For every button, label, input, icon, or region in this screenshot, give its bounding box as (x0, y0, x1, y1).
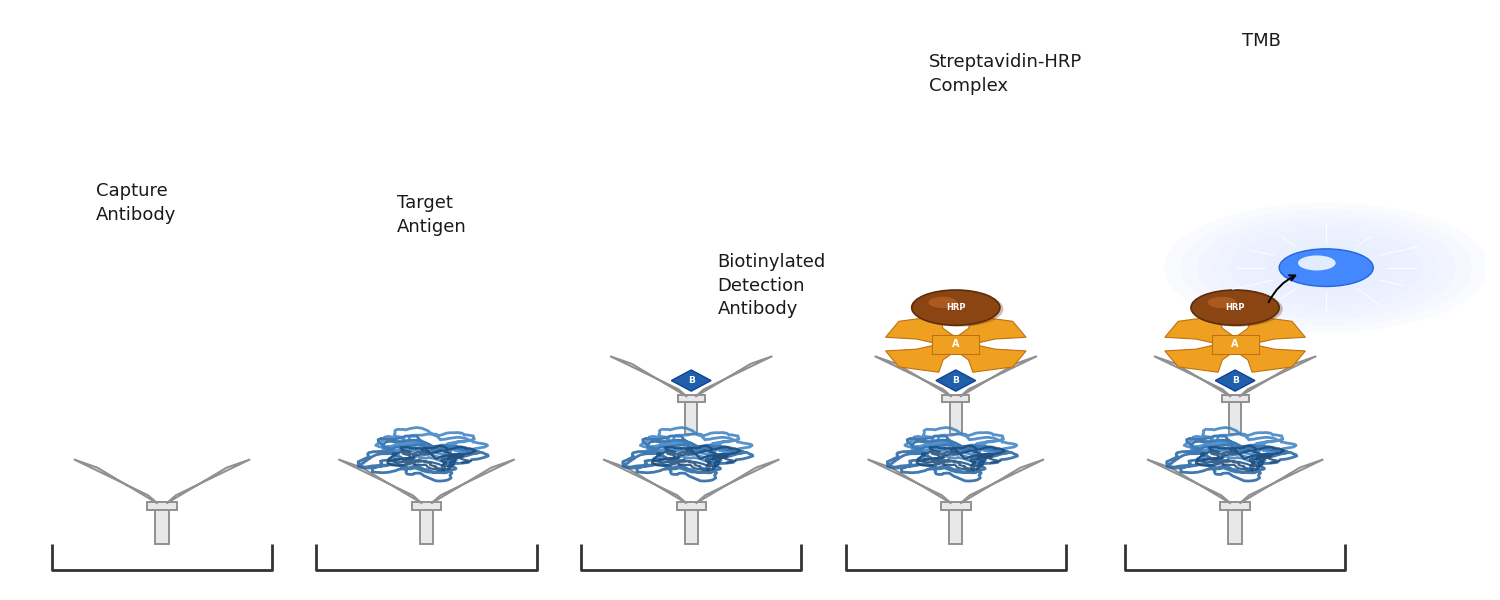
Polygon shape (603, 460, 687, 503)
Bar (413, 502, 441, 509)
Polygon shape (610, 356, 687, 397)
Polygon shape (696, 460, 780, 503)
Bar (940, 502, 970, 509)
Polygon shape (1234, 316, 1305, 344)
Polygon shape (430, 460, 514, 503)
Polygon shape (936, 370, 975, 391)
Polygon shape (339, 460, 422, 503)
Circle shape (1194, 292, 1282, 326)
Bar (156, 506, 168, 544)
Bar (684, 506, 698, 544)
Polygon shape (1166, 316, 1234, 344)
Polygon shape (885, 344, 956, 372)
Bar (147, 502, 177, 509)
Polygon shape (74, 460, 158, 503)
Circle shape (1280, 249, 1374, 286)
Polygon shape (1148, 460, 1230, 503)
Circle shape (1208, 297, 1236, 308)
Bar (420, 506, 434, 544)
Text: B: B (688, 376, 694, 385)
Bar (686, 399, 698, 434)
Polygon shape (867, 460, 951, 503)
Bar (1221, 502, 1250, 509)
Text: Target
Antigen: Target Antigen (398, 194, 466, 236)
Bar (1221, 395, 1248, 403)
Polygon shape (1154, 356, 1232, 397)
Polygon shape (166, 460, 250, 503)
Text: HRP: HRP (1226, 303, 1245, 312)
Text: HRP: HRP (946, 303, 966, 312)
Text: Biotinylated
Detection
Antibody: Biotinylated Detection Antibody (717, 253, 827, 318)
Polygon shape (1166, 344, 1234, 372)
Polygon shape (1239, 356, 1316, 397)
Circle shape (1298, 256, 1335, 271)
Polygon shape (1215, 370, 1255, 391)
Bar (950, 506, 963, 544)
Text: B: B (952, 376, 958, 385)
Circle shape (912, 290, 1001, 325)
Polygon shape (960, 460, 1044, 503)
Circle shape (1191, 290, 1280, 325)
Circle shape (928, 297, 957, 308)
Polygon shape (1239, 460, 1323, 503)
Polygon shape (960, 356, 1036, 397)
Polygon shape (956, 344, 1026, 372)
Polygon shape (885, 316, 956, 344)
Bar (1228, 506, 1242, 544)
Bar (1212, 335, 1258, 353)
Bar (678, 395, 705, 403)
Text: Streptavidin-HRP
Complex: Streptavidin-HRP Complex (930, 53, 1083, 95)
Polygon shape (696, 356, 772, 397)
Polygon shape (672, 370, 711, 391)
Text: A: A (1232, 339, 1239, 349)
Bar (1228, 399, 1240, 434)
Text: Capture
Antibody: Capture Antibody (96, 182, 176, 224)
Polygon shape (874, 356, 951, 397)
Bar (942, 395, 969, 403)
Polygon shape (956, 316, 1026, 344)
Bar (933, 335, 980, 353)
Bar (950, 399, 962, 434)
Bar (676, 502, 706, 509)
Text: A: A (952, 339, 960, 349)
Text: TMB: TMB (1242, 32, 1281, 50)
Polygon shape (1234, 344, 1305, 372)
Circle shape (915, 292, 1004, 326)
Text: B: B (1232, 376, 1239, 385)
